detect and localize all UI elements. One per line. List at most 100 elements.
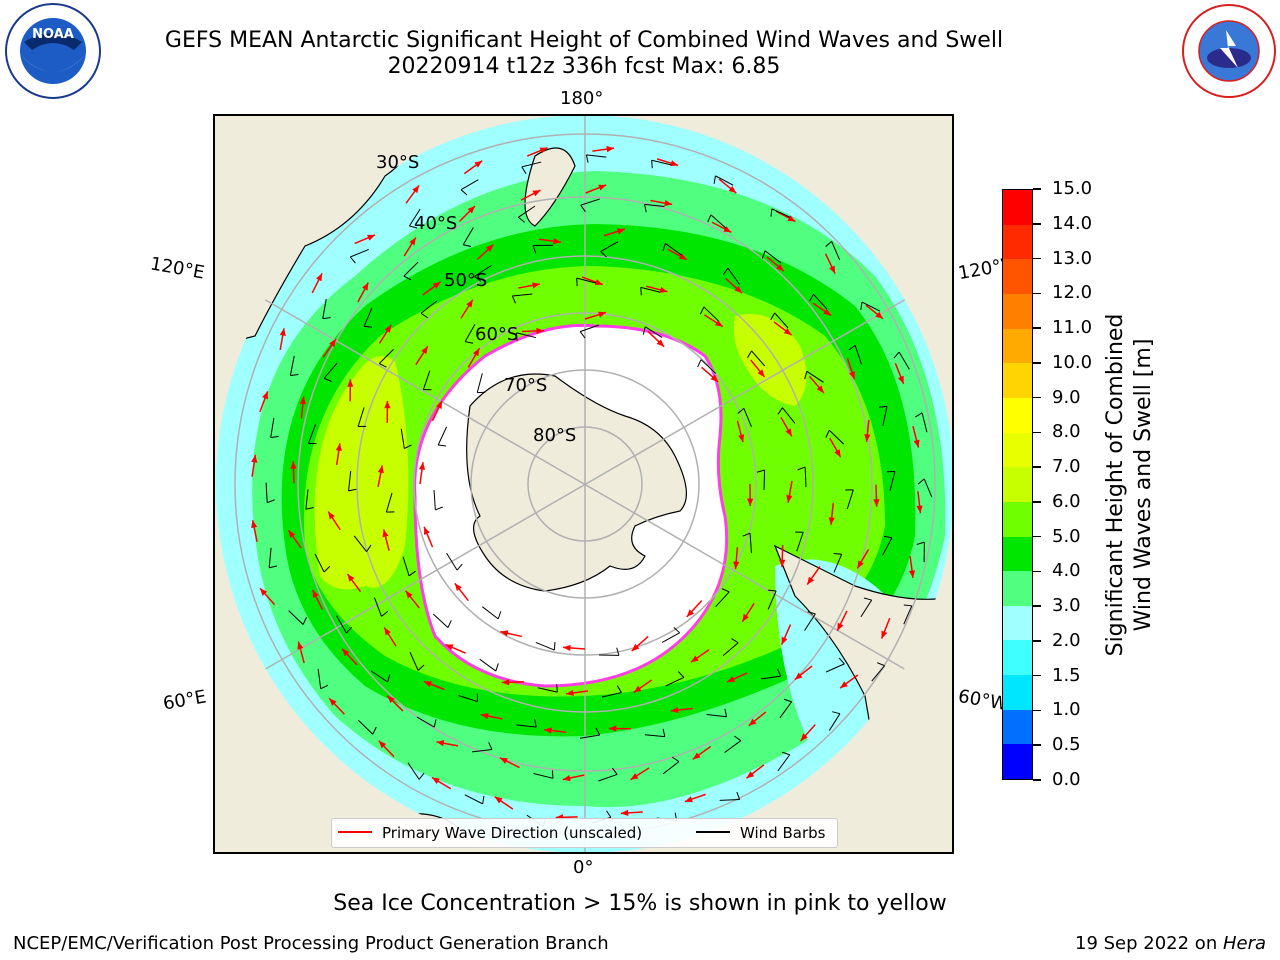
wind-barb-staff [464,324,476,342]
wind-barb-feather [677,671,685,678]
wave-arrow-head [454,583,462,592]
new-zealand-land [524,147,576,227]
wave-arrow-head [678,253,687,260]
wave-arrow-head [347,573,355,582]
wind-barb-feather [616,647,620,656]
wind-barb-feather [497,611,502,620]
wind-barb-feather [644,204,647,213]
colorbar-segment [1003,536,1032,572]
wave-arrow-head [897,375,904,384]
wave-arrow-head [474,160,483,168]
wave-arrow-head [734,285,743,294]
wind-barb-feather [408,570,416,577]
wind-barb-staff [317,668,322,689]
wind-barb-staff [882,406,888,427]
wind-barb-feather [495,663,499,672]
wind-barb-feather [381,611,389,617]
wind-barb-staff [474,265,492,277]
wind-barb-feather [346,626,353,634]
wind-barb-staff [700,359,717,374]
colorbar-segment [1003,259,1032,295]
wave-arrow-head [670,160,679,167]
wave-arrow-head [418,462,426,470]
wave-arrow-head [786,494,793,503]
wind-barb-staff [777,754,791,772]
wind-barb-feather [721,588,730,593]
wind-barb-feather [511,295,516,304]
wind-barb-feather [782,751,790,756]
footer-date: 19 Sep 2022 on Hera [1075,933,1266,954]
colorbar-tick [1033,396,1041,399]
wind-barb-staff [661,632,680,643]
wind-barb-feather [756,469,765,473]
wind-barb-feather [387,674,391,683]
wind-barb-feather [737,407,745,414]
wave-arrow-head [562,775,571,782]
wind-barb-staff [796,532,804,552]
wave-arrow-head [633,685,642,693]
wind-barb-staff [813,293,828,310]
wind-barb-staff [767,590,777,610]
wave-arrow-head [800,733,808,741]
lat-label-50s: 50°S [444,270,488,291]
wave-arrow-head [387,695,395,704]
wave-arrow-head [620,809,629,817]
wind-barb-feather [903,604,912,607]
wind-barb-feather [747,350,752,359]
wind-barb-staff [715,591,730,608]
wave-arrow-head [553,238,561,245]
wind-barb-staff [357,407,365,427]
antarctic-wave-map [213,114,954,854]
wave-arrow-head [384,627,391,636]
wind-barb-staff [871,665,885,682]
wind-barb-feather [761,250,766,259]
wind-barb-staff [403,261,419,277]
colorbar-label-line1: Significant Height of Combined [1103,313,1128,657]
wind-barb-staff [782,407,796,424]
wind-barb-feather [736,791,741,800]
wind-barb-staff [408,208,421,227]
wind-barb-staff [665,243,682,256]
colorbar-tick [1033,535,1041,538]
colorbar-tick-label: 1.0 [1052,699,1081,721]
wave-arrow-head [840,681,848,689]
wind-barb-feather [825,430,830,438]
lat-label-40s: 40°S [414,213,458,234]
wind-barb-staff [516,332,536,339]
wind-barb-feather [320,684,329,690]
colorbar-tick-label: 10.0 [1052,351,1093,373]
wave-direction-arrows [251,146,923,821]
wave-arrow-head [382,529,389,538]
wind-barb-feather [474,275,482,282]
colorbar-segment [1003,709,1032,745]
colorbar-tick-label: 13.0 [1052,247,1093,269]
wave-arrow-head [787,215,796,222]
wave-arrow-head [539,147,548,154]
colorbar-tick [1033,570,1041,573]
wave-arrow-head [480,712,489,720]
wave-arrow-head [384,400,391,409]
wave-arrow-head [746,771,755,779]
colorbar-tick-label: 2.0 [1052,629,1081,651]
footer-date-text: 19 Sep 2022 on [1075,933,1223,954]
wave-arrow-head [288,530,296,538]
wave-arrow-head [670,706,679,714]
wind-barb-staff [779,701,793,719]
wind-barb-staff [662,761,680,775]
wave-arrow-head [315,273,323,282]
wind-barb-feather [551,770,554,779]
wind-barb-staff [265,482,268,503]
wind-barb-staff [806,370,824,383]
wind-barb-staff [314,553,325,573]
wind-barb-feather [418,772,425,780]
wind-barb-feather [672,756,680,763]
colorbar-tick-label: 7.0 [1052,456,1081,478]
wind-barb-feather [768,589,777,592]
wind-barb-staff [416,716,435,728]
wind-barb-feather [770,312,776,321]
wind-barb-staff [479,658,497,672]
wind-barb-staff [715,175,734,186]
wind-barb-feather [724,708,728,717]
colorbar-tick [1033,466,1041,468]
wind-barb-feather [886,470,895,473]
